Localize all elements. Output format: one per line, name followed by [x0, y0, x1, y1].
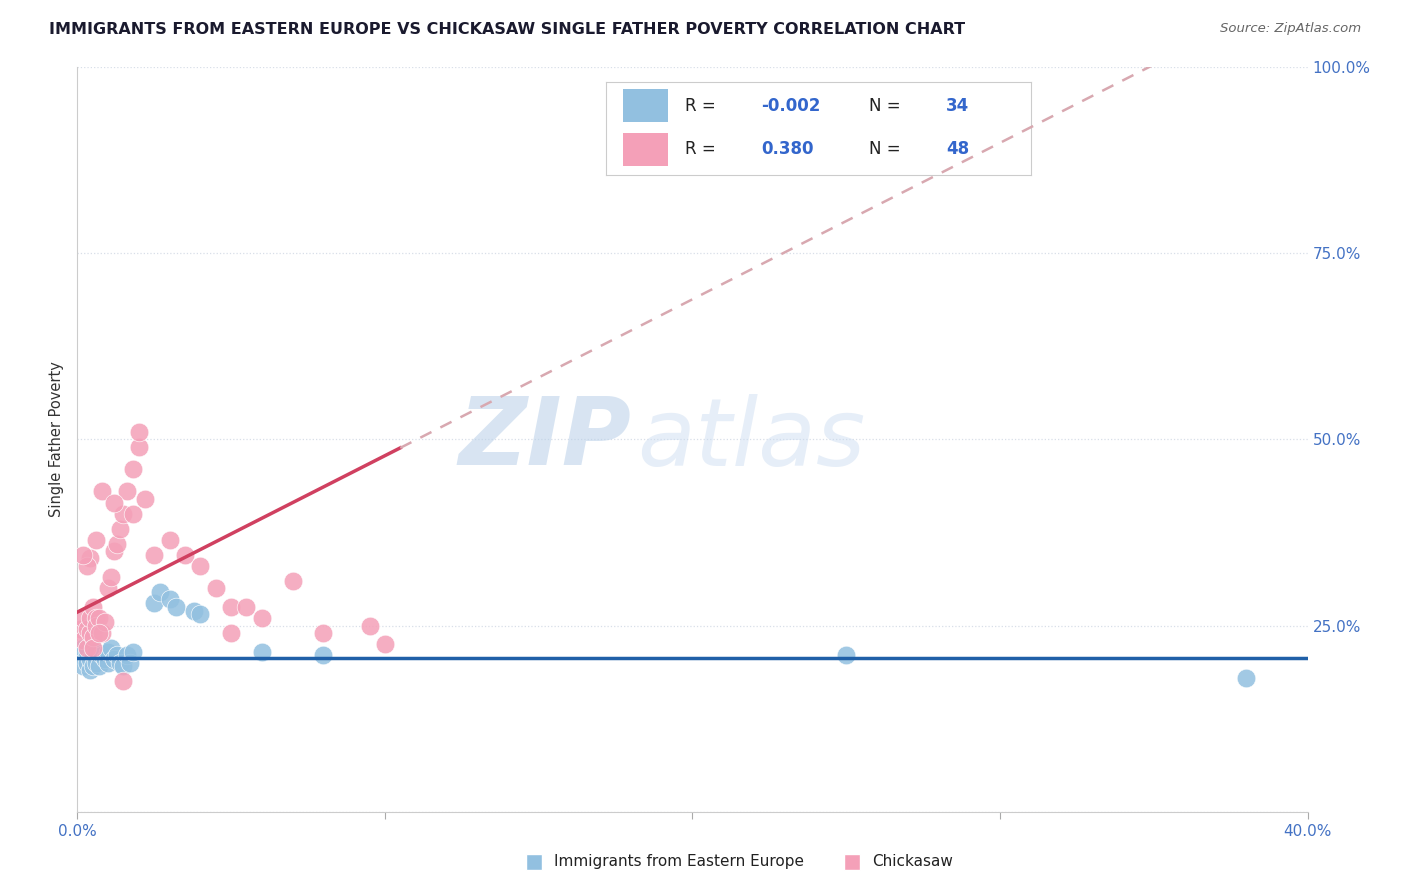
Point: [103, 652, 125, 666]
Point: [235, 599, 257, 614]
Point: [97, 656, 120, 670]
Point: [87, 611, 110, 625]
Point: [121, 644, 143, 658]
Point: [84, 611, 107, 625]
Text: ZIP: ZIP: [458, 393, 631, 485]
Point: [79, 663, 101, 677]
Point: [87, 626, 110, 640]
Point: [76, 558, 98, 573]
Point: [115, 484, 138, 499]
Point: [118, 656, 141, 670]
Point: [72, 633, 94, 648]
Point: [94, 652, 117, 666]
Point: [79, 626, 101, 640]
Point: [134, 491, 156, 506]
Point: [79, 652, 101, 666]
Text: Immigrants from Eastern Europe: Immigrants from Eastern Europe: [554, 855, 804, 869]
Point: [69, 648, 91, 663]
Point: [121, 462, 143, 476]
Point: [100, 640, 122, 655]
Point: [82, 648, 104, 663]
Point: [72, 548, 94, 562]
Point: [143, 596, 166, 610]
Point: [82, 659, 104, 673]
Point: [312, 648, 335, 663]
Point: [110, 522, 132, 536]
Point: [165, 599, 187, 614]
Point: [250, 611, 273, 625]
Point: [105, 648, 128, 663]
Point: [374, 637, 396, 651]
Point: [188, 558, 212, 573]
Point: [84, 533, 107, 547]
Point: [82, 599, 104, 614]
Point: [115, 648, 138, 663]
Point: [72, 611, 94, 625]
Point: [76, 656, 98, 670]
Point: [281, 574, 304, 588]
Text: IMMIGRANTS FROM EASTERN EUROPE VS CHICKASAW SINGLE FATHER POVERTY CORRELATION CH: IMMIGRANTS FROM EASTERN EUROPE VS CHICKA…: [49, 22, 966, 37]
Text: atlas: atlas: [637, 393, 865, 485]
Point: [128, 425, 150, 439]
Point: [312, 626, 335, 640]
Point: [128, 440, 150, 454]
Point: [219, 626, 242, 640]
Point: [100, 570, 122, 584]
Point: [219, 599, 242, 614]
Point: [110, 656, 132, 670]
Point: [204, 582, 226, 596]
Point: [250, 644, 273, 658]
Point: [159, 592, 181, 607]
Point: [69, 622, 91, 636]
Point: [359, 618, 381, 632]
Point: [84, 618, 107, 632]
Point: [183, 604, 205, 618]
Point: [112, 674, 135, 689]
Point: [76, 644, 98, 658]
Point: [72, 640, 94, 655]
Point: [103, 495, 125, 509]
Point: [76, 640, 98, 655]
Point: [79, 611, 101, 625]
Y-axis label: Single Father Poverty: Single Father Poverty: [49, 361, 65, 517]
Point: [90, 484, 114, 499]
Point: [1234, 671, 1257, 685]
Text: Source: ZipAtlas.com: Source: ZipAtlas.com: [1220, 22, 1361, 36]
Point: [84, 644, 107, 658]
Point: [72, 659, 94, 673]
Point: [112, 659, 135, 673]
Point: [188, 607, 212, 622]
Point: [79, 551, 101, 566]
Point: [84, 656, 107, 670]
Point: [112, 507, 135, 521]
Point: [76, 622, 98, 636]
Point: [149, 585, 172, 599]
Point: [174, 548, 197, 562]
Point: [159, 533, 181, 547]
Point: [105, 536, 128, 550]
Point: [97, 644, 120, 658]
Point: [82, 630, 104, 644]
Point: [94, 615, 117, 629]
Point: [87, 659, 110, 673]
Point: [90, 648, 114, 663]
Text: Chickasaw: Chickasaw: [872, 855, 953, 869]
Point: [97, 582, 120, 596]
Point: [143, 548, 166, 562]
Point: [82, 640, 104, 655]
Point: [103, 544, 125, 558]
Point: [835, 648, 858, 663]
Point: [90, 626, 114, 640]
Point: [121, 507, 143, 521]
